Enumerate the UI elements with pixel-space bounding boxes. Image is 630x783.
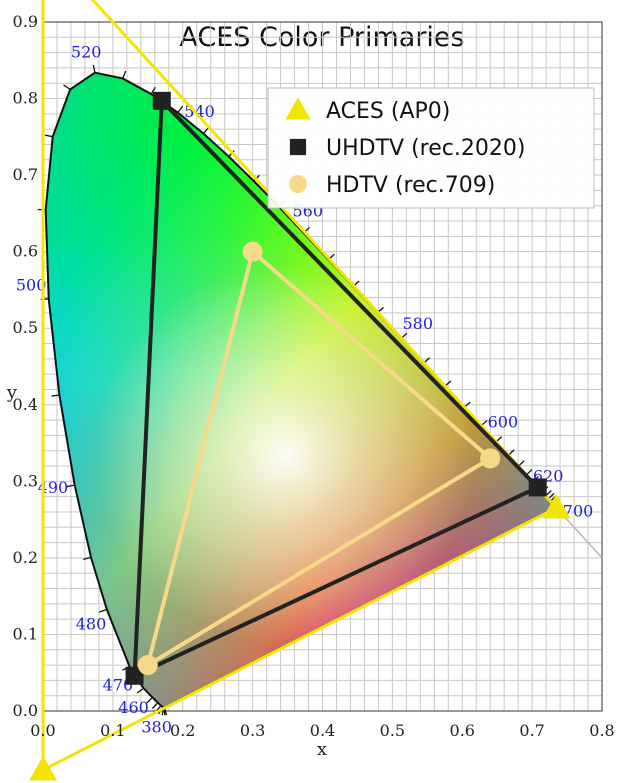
aces-marker <box>285 97 311 120</box>
wavelength-tick <box>44 134 53 138</box>
hdtv-marker <box>289 175 307 193</box>
x-tick-label: 0.3 <box>240 721 265 740</box>
wavelength-label: 490 <box>38 478 69 497</box>
wavelength-label: 500 <box>16 276 47 295</box>
wavelength-tick <box>83 556 92 560</box>
gamut-triangle <box>145 249 493 668</box>
uhdtv-marker <box>152 91 171 110</box>
x-tick-label: 0.0 <box>30 721 55 740</box>
wavelength-label: 380 <box>141 718 172 737</box>
x-tick-label: 0.1 <box>100 721 125 740</box>
hdtv-marker <box>242 241 263 262</box>
legend-label: HDTV (rec.709) <box>326 173 495 198</box>
uhdtv-marker <box>125 666 144 685</box>
hdtv-marker <box>480 448 501 469</box>
legend-label: UHDTV (rec.2020) <box>326 136 525 161</box>
y-tick-label: 0.6 <box>13 242 38 261</box>
x-tick-label: 0.7 <box>519 721 544 740</box>
legend-label: ACES (AP0) <box>326 99 450 124</box>
x-axis-label: x <box>317 739 327 760</box>
x-tick-label: 0.5 <box>380 721 405 740</box>
y-tick-label: 0.1 <box>13 624 38 643</box>
y-tick-labels: 0.0 0.1 0.2 0.3 0.4 0.5 0.6 0.7 0.8 0.9 <box>13 12 38 720</box>
uhdtv-marker <box>289 138 307 156</box>
wavelength-tick <box>151 702 159 709</box>
uhdtv-marker <box>528 478 547 497</box>
wavelength-label: 580 <box>402 314 433 333</box>
hdtv-marker <box>137 655 158 676</box>
wavelength-label: 480 <box>76 615 107 634</box>
x-tick-label: 0.2 <box>170 721 195 740</box>
y-tick-label: 0.5 <box>13 318 38 337</box>
y-tick-label: 0.3 <box>13 471 38 490</box>
series-1 <box>125 91 547 685</box>
series-2 <box>137 241 501 676</box>
gamut-triangle <box>41 0 558 772</box>
wavelength-tick <box>146 696 153 704</box>
aces-marker <box>542 493 571 519</box>
wavelength-tick <box>92 64 96 73</box>
aces-marker <box>29 755 58 781</box>
y-tick-label: 0.9 <box>13 12 38 31</box>
y-tick-label: 0.2 <box>13 548 38 567</box>
y-tick-label: 0.4 <box>13 395 38 414</box>
y-tick-label: 0.8 <box>13 89 38 108</box>
y-tick-label: 0.7 <box>13 165 38 184</box>
x-tick-label: 0.8 <box>589 721 614 740</box>
x-tick-labels: 0.0 0.1 0.2 0.3 0.4 0.5 0.6 0.7 0.8 <box>30 721 614 740</box>
wavelength-tick <box>51 394 60 397</box>
wavelength-label: 700 <box>563 501 594 520</box>
legend-box <box>267 87 595 209</box>
wavelength-tick <box>99 608 108 613</box>
wavelength-label: 460 <box>118 698 149 717</box>
wavelength-tick <box>150 86 156 95</box>
wavelength-label: 520 <box>71 42 102 61</box>
x-tick-label: 0.4 <box>310 721 335 740</box>
wavelength-tick <box>202 127 210 134</box>
x-tick-label: 0.6 <box>450 721 475 740</box>
y-tick-label: 0.0 <box>13 701 38 720</box>
y-axis-label: y <box>6 382 18 403</box>
wavelength-tick <box>122 70 127 79</box>
wavelength-tick <box>66 484 75 488</box>
primaries-series <box>29 0 571 781</box>
gamut-triangle <box>132 98 540 678</box>
wavelength-label: 600 <box>488 413 519 432</box>
wavelength-tick <box>177 105 184 114</box>
legend: ACES (AP0) UHDTV (rec.2020) HDTV (rec.709) <box>267 87 595 209</box>
wavelength-tick <box>63 84 71 90</box>
series-0 <box>29 0 571 781</box>
wavelength-tick <box>136 687 145 694</box>
